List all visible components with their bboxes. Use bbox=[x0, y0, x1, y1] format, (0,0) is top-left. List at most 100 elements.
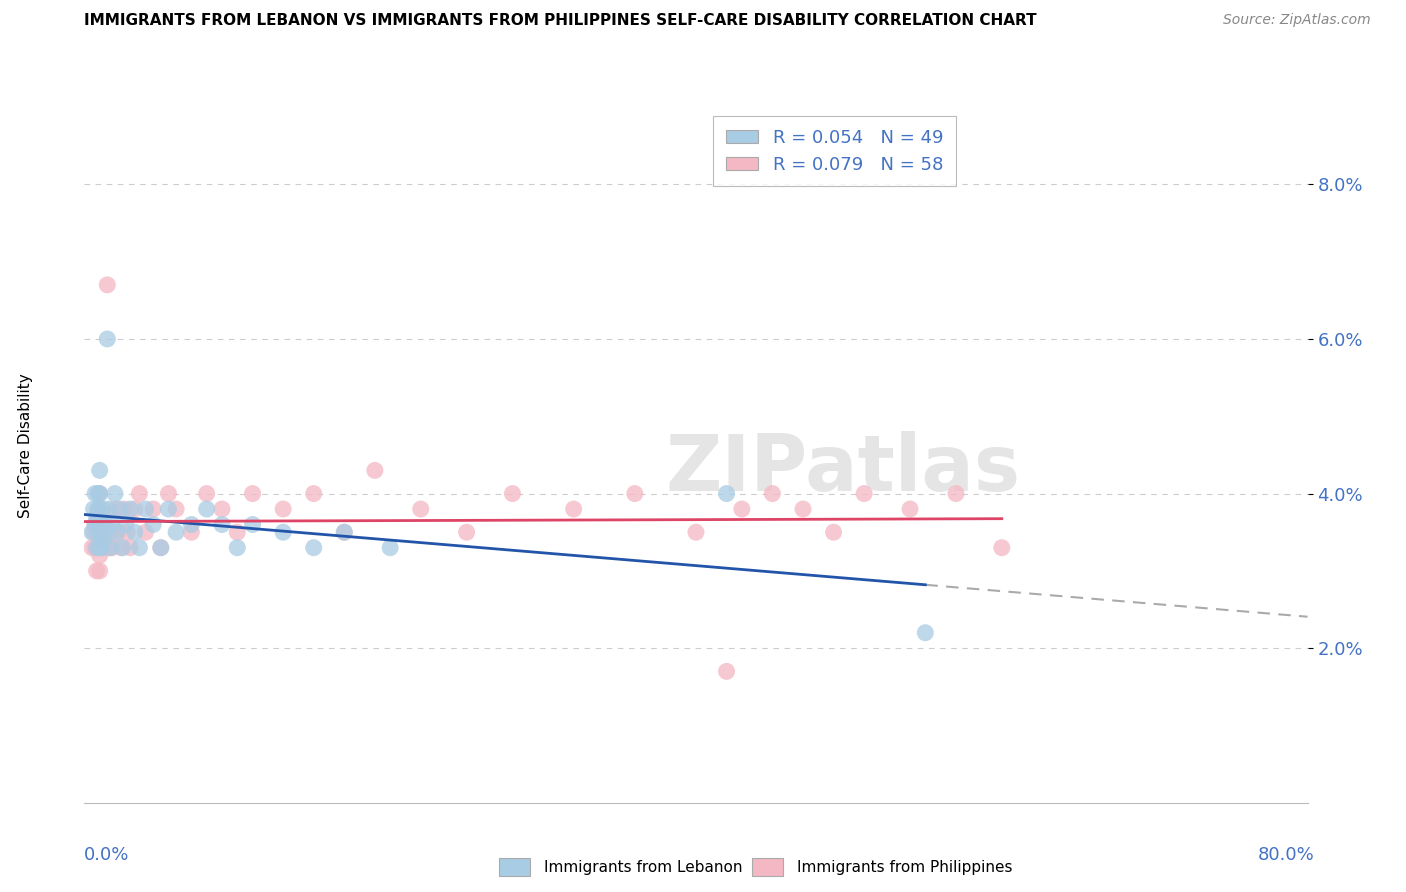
Point bbox=[914, 625, 936, 640]
Point bbox=[89, 549, 111, 563]
Point bbox=[157, 502, 180, 516]
Point bbox=[89, 463, 111, 477]
Point bbox=[124, 525, 146, 540]
Point bbox=[120, 541, 142, 555]
Point bbox=[120, 502, 142, 516]
Point bbox=[91, 502, 114, 516]
Point bbox=[135, 502, 157, 516]
Point bbox=[91, 533, 114, 547]
Point bbox=[165, 525, 187, 540]
Point bbox=[89, 541, 111, 555]
Point bbox=[302, 486, 325, 500]
Point bbox=[149, 541, 172, 555]
Point bbox=[80, 541, 103, 555]
Text: 80.0%: 80.0% bbox=[1258, 846, 1315, 863]
Point bbox=[101, 541, 124, 555]
Point bbox=[128, 541, 150, 555]
Point bbox=[104, 486, 127, 500]
Point bbox=[89, 517, 111, 532]
Point bbox=[195, 502, 218, 516]
Point bbox=[89, 525, 111, 540]
Point bbox=[380, 541, 402, 555]
Point bbox=[89, 486, 111, 500]
Point bbox=[180, 525, 202, 540]
Point bbox=[87, 502, 110, 516]
Point bbox=[364, 463, 387, 477]
Text: Immigrants from Lebanon: Immigrants from Lebanon bbox=[544, 860, 742, 874]
Point bbox=[991, 541, 1014, 555]
Point bbox=[624, 486, 647, 500]
Point bbox=[853, 486, 876, 500]
Point bbox=[110, 541, 132, 555]
Point bbox=[107, 525, 129, 540]
Point bbox=[84, 541, 107, 555]
Point bbox=[96, 277, 118, 292]
Text: 0.0%: 0.0% bbox=[84, 846, 129, 863]
Point bbox=[114, 517, 136, 532]
Point bbox=[89, 502, 111, 516]
Point bbox=[242, 517, 264, 532]
Point bbox=[90, 541, 112, 555]
Point bbox=[823, 525, 845, 540]
Point bbox=[302, 541, 325, 555]
Point bbox=[142, 517, 165, 532]
Text: Self-Care Disability: Self-Care Disability bbox=[18, 374, 32, 518]
Point bbox=[761, 486, 783, 500]
Text: Immigrants from Philippines: Immigrants from Philippines bbox=[797, 860, 1012, 874]
Point bbox=[180, 517, 202, 532]
Point bbox=[89, 509, 111, 524]
Point bbox=[89, 564, 111, 578]
Text: ZIPatlas: ZIPatlas bbox=[665, 431, 1021, 507]
Legend: R = 0.054   N = 49, R = 0.079   N = 58: R = 0.054 N = 49, R = 0.079 N = 58 bbox=[713, 116, 956, 186]
Point bbox=[409, 502, 432, 516]
Point bbox=[945, 486, 967, 500]
Point bbox=[226, 541, 249, 555]
Point bbox=[115, 525, 138, 540]
Point bbox=[792, 502, 814, 516]
Point bbox=[87, 541, 110, 555]
Point bbox=[96, 332, 118, 346]
Point bbox=[271, 525, 294, 540]
Point bbox=[105, 525, 128, 540]
Point bbox=[83, 502, 105, 516]
Point bbox=[149, 541, 172, 555]
Point bbox=[93, 541, 115, 555]
Point bbox=[97, 541, 120, 555]
Point bbox=[333, 525, 356, 540]
Point bbox=[111, 541, 134, 555]
Point bbox=[87, 502, 110, 516]
Point bbox=[226, 525, 249, 540]
Point bbox=[456, 525, 478, 540]
Point bbox=[87, 486, 110, 500]
Point bbox=[97, 502, 120, 516]
Point bbox=[89, 486, 111, 500]
Point bbox=[716, 486, 738, 500]
Point bbox=[211, 517, 233, 532]
Point bbox=[86, 509, 108, 524]
Point bbox=[211, 502, 233, 516]
Point bbox=[90, 541, 112, 555]
Point bbox=[91, 525, 114, 540]
Point bbox=[83, 525, 105, 540]
Point bbox=[84, 486, 107, 500]
Point bbox=[685, 525, 707, 540]
Point bbox=[86, 525, 108, 540]
Point bbox=[89, 525, 111, 540]
Point bbox=[195, 486, 218, 500]
Point bbox=[124, 502, 146, 516]
Point bbox=[98, 541, 121, 555]
Point bbox=[716, 665, 738, 679]
Point bbox=[157, 486, 180, 500]
Point bbox=[80, 525, 103, 540]
Point bbox=[112, 502, 135, 516]
Point bbox=[84, 517, 107, 532]
Point bbox=[94, 525, 117, 540]
Point bbox=[84, 517, 107, 532]
Point bbox=[101, 517, 124, 532]
Point bbox=[108, 502, 131, 516]
Point bbox=[104, 502, 127, 516]
Point bbox=[87, 525, 110, 540]
Point bbox=[242, 486, 264, 500]
Point bbox=[93, 517, 115, 532]
Point bbox=[165, 502, 187, 516]
